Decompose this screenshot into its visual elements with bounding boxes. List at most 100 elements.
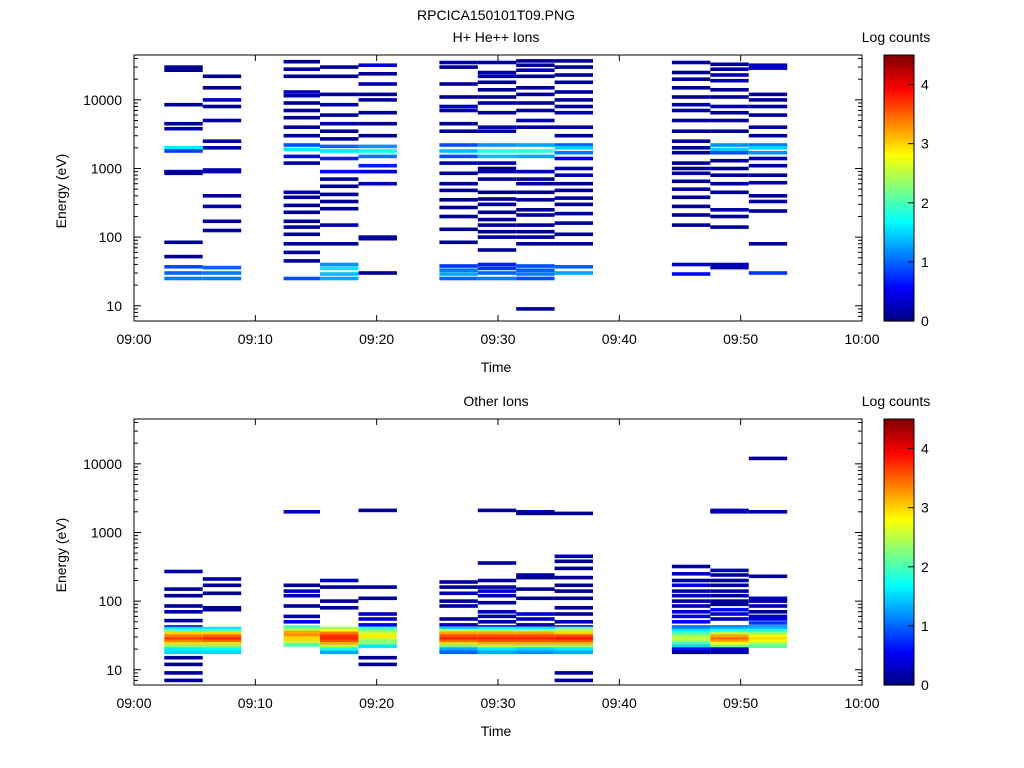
heatmap-cell <box>554 211 593 216</box>
heatmap-cell <box>320 121 359 126</box>
heatmap-cell <box>358 133 397 138</box>
heatmap-cell <box>164 102 203 107</box>
x-tick-label: 09:20 <box>359 331 394 347</box>
colorbar-segment <box>884 673 914 677</box>
heatmap-cell <box>202 265 242 270</box>
heatmap-cell <box>439 227 478 232</box>
colorbar-segment <box>884 599 914 603</box>
heatmap-cell <box>320 223 359 227</box>
heatmap-cell <box>202 104 242 109</box>
heatmap-cell <box>202 634 242 638</box>
heatmap-cell <box>710 639 749 644</box>
heatmap-cell <box>710 626 749 631</box>
heatmap-cell <box>164 647 203 651</box>
heatmap-cell <box>358 149 397 153</box>
colorbar-segment <box>884 430 914 435</box>
heatmap-cell <box>477 210 517 215</box>
colorbar-segment <box>884 646 914 651</box>
heatmap-cell <box>554 620 593 624</box>
colorbar-segment <box>884 208 914 213</box>
colorbar-segment <box>884 297 914 301</box>
x-tick-label: 09:50 <box>723 695 758 711</box>
heatmap-cell <box>164 276 203 281</box>
heatmap-cell <box>283 133 320 138</box>
colorbar-segment <box>884 318 914 322</box>
heatmap-cell <box>748 639 788 644</box>
heatmap-cell <box>671 614 711 619</box>
heatmap-cell <box>439 591 478 596</box>
heatmap-cell <box>748 614 788 619</box>
heatmap-cell <box>439 171 478 176</box>
heatmap-cell <box>516 125 555 129</box>
heatmap-cell <box>554 575 593 580</box>
heatmap-cell <box>516 587 555 591</box>
heatmap-cell <box>554 634 593 638</box>
heatmap-cell <box>710 573 749 577</box>
colorbar-segment <box>884 267 914 272</box>
heatmap-cell <box>358 82 397 86</box>
heatmap-cell <box>477 641 517 646</box>
heatmap-cell <box>516 573 555 577</box>
heatmap-cell <box>748 617 788 621</box>
heatmap-cell <box>164 631 203 636</box>
heatmap-cell <box>554 641 593 646</box>
heatmap-cell <box>202 607 242 612</box>
heatmap-cell <box>710 568 749 573</box>
colorbar-segment <box>884 84 914 89</box>
heatmap-cell <box>320 206 359 211</box>
heatmap-cell <box>164 618 203 623</box>
colorbar-segment <box>884 122 914 127</box>
heatmap-cell <box>202 271 242 275</box>
heatmap-cell <box>748 599 788 603</box>
colorbar-segment <box>884 131 914 136</box>
colorbar-segment <box>884 649 914 654</box>
heatmap-cell <box>554 626 593 631</box>
colorbar-segment <box>884 223 914 228</box>
heatmap-cell <box>671 626 711 631</box>
heatmap-cell <box>710 647 749 651</box>
colorbar-segment <box>884 102 914 106</box>
heatmap-cell <box>516 650 555 655</box>
heatmap-cell <box>320 242 359 246</box>
y-axis-label: Energy (eV) <box>53 154 69 229</box>
heatmap-cell <box>516 229 555 234</box>
heatmap-cell <box>516 143 555 147</box>
colorbar-segment <box>884 60 914 65</box>
heatmap-cell <box>202 583 242 588</box>
heatmap-cell <box>671 634 711 638</box>
heatmap-cell <box>164 593 203 598</box>
y-axis-label: Energy (eV) <box>53 518 69 593</box>
heatmap-cell <box>477 169 517 174</box>
heatmap-cell <box>516 208 555 212</box>
heatmap-cell <box>283 195 320 200</box>
colorbar-segment <box>884 682 914 686</box>
heatmap-cell <box>710 589 749 593</box>
heatmap-cell <box>554 110 593 115</box>
heatmap-cell <box>439 634 478 638</box>
heatmap-cell <box>671 629 711 633</box>
colorbar-segment <box>884 258 914 263</box>
heatmap-cell <box>554 559 593 564</box>
heatmap-cell <box>164 587 203 591</box>
heatmap-cell <box>710 173 749 177</box>
heatmap-cell <box>477 229 517 234</box>
heatmap-cell <box>516 68 555 72</box>
heatmap-cell <box>516 617 555 621</box>
heatmap-cell <box>748 104 788 109</box>
heatmap-cell <box>671 631 711 636</box>
heatmap-cell <box>202 139 242 143</box>
heatmap-cell <box>477 70 517 75</box>
heatmap-cell <box>358 98 397 102</box>
colorbar-segment <box>884 661 914 665</box>
heatmap-cell <box>748 631 788 636</box>
colorbar-segment <box>884 134 914 139</box>
heatmap-cell <box>671 610 711 614</box>
y-tick-label: 1000 <box>91 524 122 540</box>
heatmap-cell <box>439 188 478 193</box>
x-tick-label: 09:40 <box>602 331 637 347</box>
colorbar-segment <box>884 569 914 574</box>
heatmap-cell <box>671 70 711 75</box>
heatmap-cell <box>554 612 593 616</box>
colorbar-segment <box>884 87 914 92</box>
heatmap-cell <box>164 149 203 153</box>
